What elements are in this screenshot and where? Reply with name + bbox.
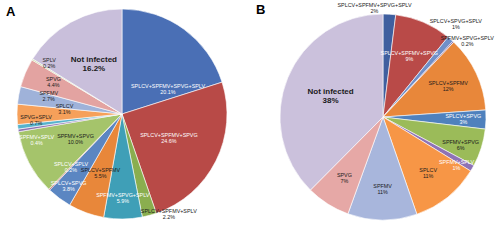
data-labels: SPLCV+SPFMV+SPVG+SPLV20.1%SPLCV+SPFMV+SP… (19, 55, 205, 220)
slice-value-label: 4.4% (47, 82, 59, 88)
slice-value-label: 3.8% (62, 186, 74, 192)
pie-chart: A SPLCV+SPFMV+SPVG+SPLV20.1%SPLCV+SPFMV+S… (6, 4, 227, 220)
data-labels: SPLCV+SPFMV+SPVG+SPLV2%SPLCV+SPFMV+SPVG9… (307, 2, 494, 195)
slice-value-label: 38% (323, 96, 339, 105)
slice-value-label: 11% (377, 189, 388, 195)
slice-value-label: 6% (457, 145, 465, 151)
slice-value-label: 9% (405, 56, 413, 62)
slice-value-label: 0.2% (461, 41, 473, 47)
slices (280, 14, 486, 220)
slice-value-label: 16.2% (83, 64, 106, 73)
slice-value-label: 10.0% (68, 139, 83, 145)
slice-value-label: 11% (423, 173, 434, 179)
panel-label: B (256, 2, 265, 17)
slice-value-label: 0.2% (65, 167, 77, 173)
slice-value-label: 24.6% (161, 138, 176, 144)
panel-label: A (6, 4, 16, 19)
pie-chart: B SPLCV+SPFMV+SPVG+SPLV2%SPLCV+SPFMV+SPVG… (256, 2, 494, 220)
slice-label: Not infected (71, 55, 117, 64)
slice-value-label: 3% (459, 119, 467, 125)
slice-value-label: 5.5% (94, 173, 106, 179)
slice-value-label: 2.7% (43, 96, 55, 102)
slice-value-label: 20.1% (160, 89, 175, 95)
slice-value-label: 2.2% (163, 214, 175, 220)
slice-label: Not infected (307, 87, 353, 96)
figure: A SPLCV+SPFMV+SPVG+SPLV20.1%SPLCV+SPFMV+S… (0, 0, 498, 226)
slices (17, 9, 227, 219)
slice-value-label: 3.1% (58, 109, 70, 115)
pie-slice (280, 14, 383, 190)
slice-value-label: 1% (452, 24, 460, 30)
pie-slice (19, 114, 122, 189)
pie-slice (33, 9, 122, 114)
slice-value-label: 2% (371, 8, 379, 14)
slice-value-label: 12% (443, 86, 454, 92)
slice-value-label: 5.9% (117, 198, 129, 204)
slice-value-label: 0.4% (30, 140, 42, 146)
slice-value-label: 7% (341, 178, 349, 184)
slice-value-label: 1% (453, 165, 461, 171)
page: {"chart_data": [ {"type": "pie", "title"… (0, 0, 498, 226)
slice-value-label: 0.2% (43, 63, 55, 69)
slice-value-label: 0.7% (30, 120, 42, 126)
